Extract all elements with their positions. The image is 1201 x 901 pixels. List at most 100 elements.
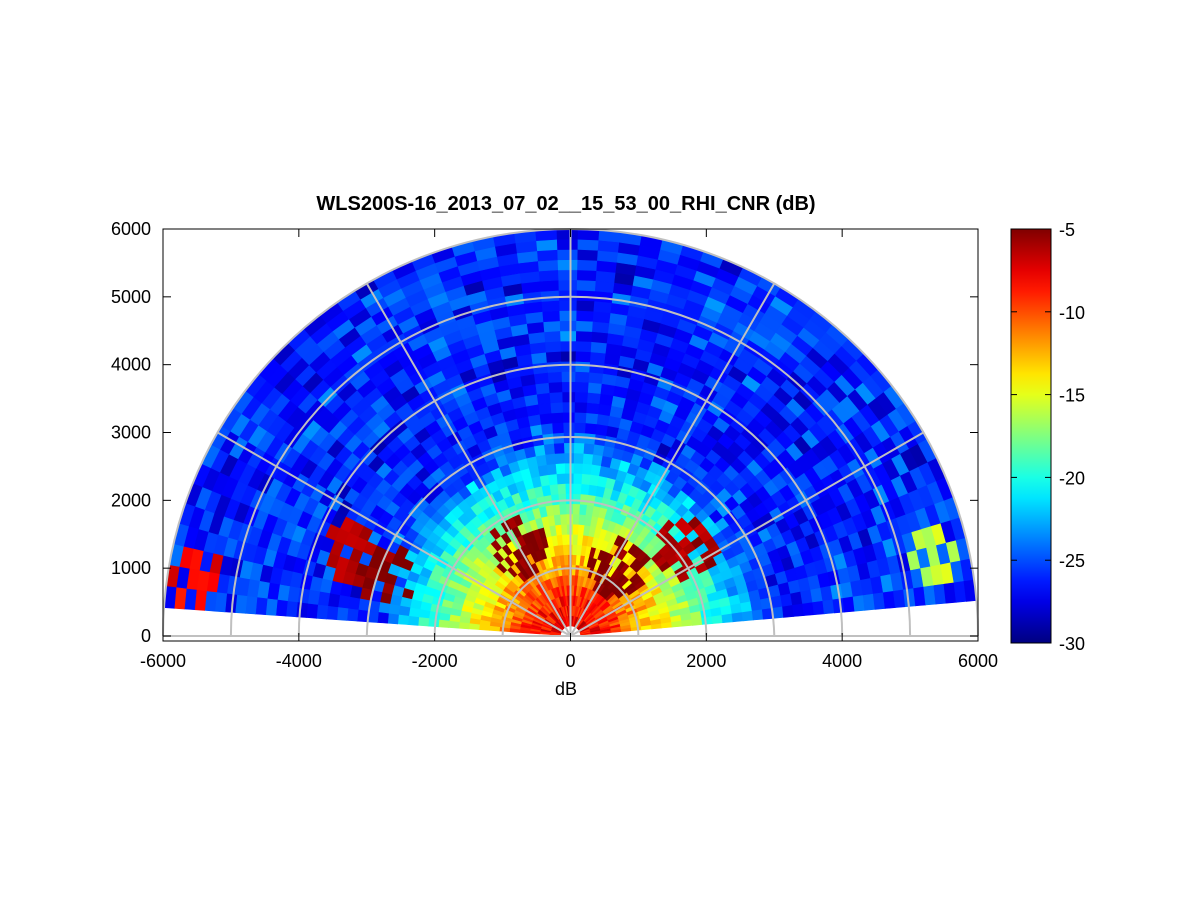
cnr-cell [587,381,602,394]
cnr-cell [560,360,576,372]
cnr-cell [544,340,561,353]
cnr-cell [357,598,371,612]
cnr-cell [590,331,609,344]
cnr-cell [559,330,577,342]
x-tick-label: 2000 [686,651,726,671]
cnr-cell [564,483,574,494]
cnr-cell [556,259,578,271]
y-tick-label: 0 [141,626,151,646]
cnr-cell [576,289,596,302]
cnr-cell [582,442,595,455]
cnr-cell [561,381,576,393]
x-tick-label: 4000 [822,651,862,671]
cnr-cell [731,611,744,623]
cnr-cell [295,602,308,618]
cnr-cell [594,423,608,436]
cnr-cell [590,341,607,354]
cnr-cell [592,300,612,314]
cnr-cell [577,523,585,536]
cnr-cell [591,320,610,334]
cnr-cell [577,513,586,526]
cnr-cell [326,605,339,621]
cnr-cell [540,300,560,312]
cnr-cell [575,330,593,342]
cnr-cell [536,392,551,405]
cnr-cell [565,493,574,505]
cnr-cell [544,453,556,466]
colorbar-tick-label: -15 [1059,386,1085,406]
cnr-cell [562,422,575,433]
cnr-cell [557,279,578,291]
chart-title: WLS200S-16_2013_07_02__15_53_00_RHI_CNR … [316,193,815,215]
cnr-cell [822,598,835,615]
cnr-cell [576,259,598,271]
cnr-cell [275,599,288,617]
cnr-cell [557,269,578,281]
cnr-cell [592,310,611,324]
cnr-cell [580,483,590,495]
cnr-cell [555,472,566,485]
cnr-cell [255,597,268,616]
x-axis-label: dB [555,679,577,699]
cnr-cell [561,401,575,413]
cnr-cell [539,289,560,302]
cnr-cell [792,603,805,617]
cnr-cell [590,463,601,477]
cnr-cell [588,361,605,374]
cnr-cell [535,239,558,252]
cnr-cell [546,463,557,476]
cnr-cell [572,472,583,485]
cnr-cell [782,604,795,618]
cnr-cell [543,443,555,455]
colorbar-ticks: -5 -10 -15 -20 -25 -30 [1011,220,1085,654]
cnr-cell [542,320,561,333]
cnr-cell [560,350,576,362]
cnr-cell [842,595,856,613]
cnr-cell [356,609,369,623]
cnr-cell [541,310,560,323]
cnr-cell [573,422,586,434]
cnr-cell [578,503,587,516]
cnr-cell [458,622,470,630]
cnr-cell [576,534,584,546]
cnr-cell [556,238,578,250]
colorbar-frame [1010,228,1052,644]
cnr-cell [585,412,599,425]
cnr-cell [534,382,550,395]
cnr-cell [589,351,606,364]
cnr-cell [573,452,584,464]
cnr-cell [575,320,593,332]
cnr-cell [478,624,490,631]
cnr-cell [588,474,600,487]
y-tick-label: 2000 [111,490,151,510]
cnr-cell [563,442,575,454]
cnr-cell [533,372,549,385]
plot-area: -6000 -4000 -2000 0 2000 4000 6000 0 1000 2000 300… [111,219,998,671]
cnr-cell [564,472,574,484]
cnr-cell [554,452,565,465]
cnr-cell [559,320,577,332]
cnr-cell [305,603,319,619]
x-tick-label: -2000 [412,651,458,671]
cnr-cell [558,299,577,311]
x-tick-label: 0 [565,651,575,671]
cnr-cell [560,371,576,383]
cnr-cell [336,607,349,621]
polar-spoke [217,431,571,637]
cnr-cell [563,452,575,464]
cnr-cell [852,594,866,612]
cnr-cell [538,412,553,425]
colorbar-tick-label: -25 [1059,551,1085,571]
cnr-cell [576,269,597,282]
cnr-cell [574,360,591,373]
polar-spoke [570,431,924,637]
cnr-cell [398,605,411,617]
y-tick-label: 6000 [111,219,151,239]
cnr-cell [540,422,554,435]
cnr-cell [427,618,440,628]
cnr-cell [553,442,565,454]
colorbar-gradient [1011,229,1051,643]
cnr-cell [591,453,603,467]
cnr-cell [584,422,597,435]
